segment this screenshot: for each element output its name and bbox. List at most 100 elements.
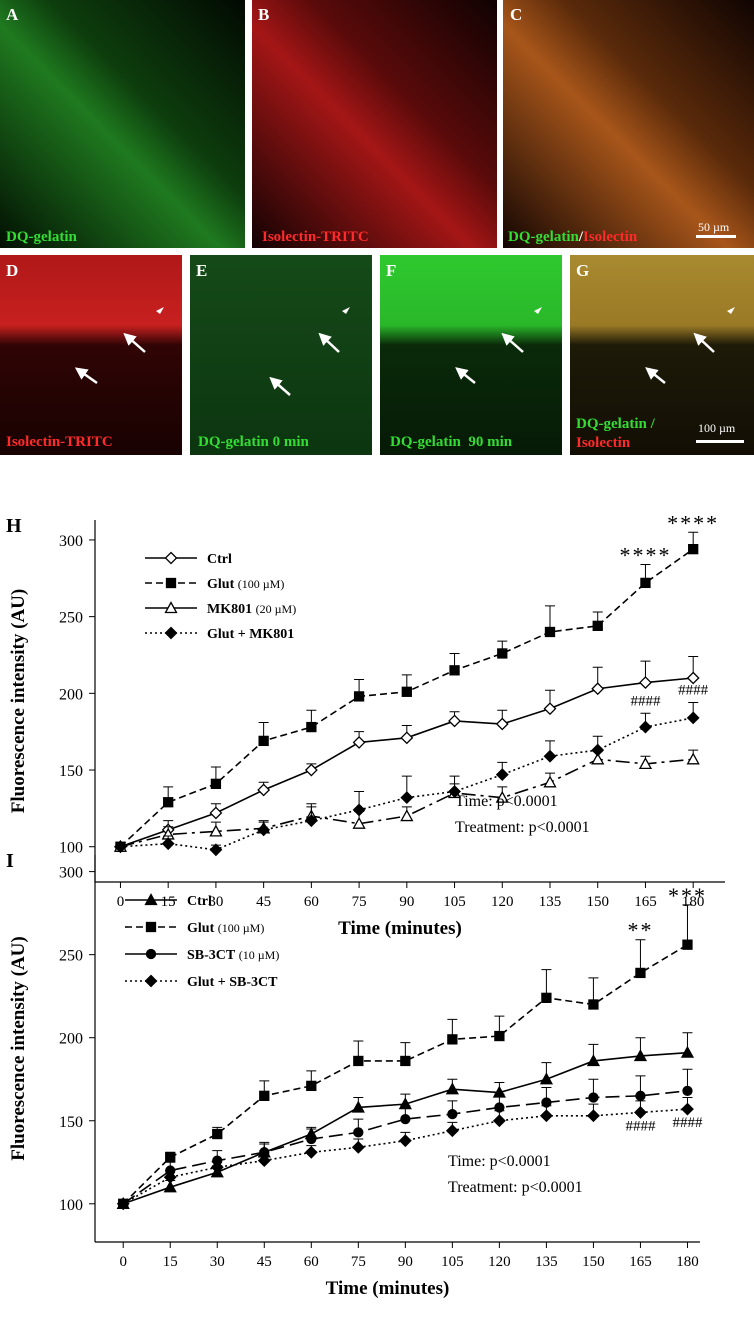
panel-label: I bbox=[6, 850, 14, 872]
marker bbox=[209, 843, 223, 857]
marker bbox=[682, 939, 693, 950]
x-tick-label: 15 bbox=[161, 894, 176, 910]
marker bbox=[495, 717, 509, 731]
marker bbox=[447, 1108, 458, 1120]
legend-name: SB-3CT bbox=[187, 948, 236, 963]
x-tick-label: 15 bbox=[163, 1254, 178, 1270]
caption-part: DQ-gelatin bbox=[508, 229, 579, 245]
x-tick-label: 75 bbox=[352, 894, 367, 910]
marker bbox=[165, 1152, 176, 1163]
marker bbox=[592, 620, 603, 631]
x-tick-label: 120 bbox=[491, 894, 514, 910]
marker bbox=[541, 992, 552, 1003]
marker bbox=[495, 790, 509, 803]
marker bbox=[638, 757, 653, 770]
arrows bbox=[74, 332, 715, 396]
panel-label: C bbox=[510, 5, 522, 24]
marker bbox=[587, 1109, 600, 1123]
significance-stars: *** bbox=[668, 883, 707, 908]
x-tick-label: 30 bbox=[208, 894, 223, 910]
marker bbox=[495, 768, 509, 782]
legend-label: Glut (100 µM) bbox=[187, 921, 264, 936]
marker bbox=[447, 1034, 458, 1045]
marker bbox=[680, 1045, 695, 1058]
marker bbox=[400, 731, 414, 745]
error-bar bbox=[635, 939, 646, 973]
marker bbox=[163, 1170, 177, 1184]
stats-text: Time: p<0.0001 bbox=[448, 1153, 551, 1170]
marker bbox=[144, 974, 158, 988]
marker bbox=[164, 601, 178, 614]
marker bbox=[212, 1128, 223, 1140]
scale-label: 100 µm bbox=[698, 421, 736, 435]
marker bbox=[639, 676, 652, 690]
caption: DQ-gelatin 0 min bbox=[198, 434, 309, 450]
chart: H 100 150 200 250 300 0 15 30 45 60 75 90 105 120 135 15… bbox=[6, 510, 725, 939]
marker bbox=[445, 1082, 459, 1095]
marker bbox=[681, 1102, 694, 1116]
significance-stars: ** bbox=[627, 918, 653, 943]
y-tick-label: 250 bbox=[59, 948, 83, 965]
stats-text: Time: p<0.0001 bbox=[455, 793, 558, 810]
marker bbox=[448, 714, 461, 728]
marker bbox=[543, 775, 557, 788]
image-d bbox=[0, 255, 182, 455]
x-tick-label: 90 bbox=[399, 894, 414, 910]
marker bbox=[400, 1113, 411, 1125]
panel-label: D bbox=[6, 261, 18, 280]
y-tick-label: 300 bbox=[59, 533, 83, 550]
marker bbox=[398, 1134, 412, 1148]
scale-bar bbox=[696, 440, 744, 443]
panel-label: E bbox=[196, 261, 207, 280]
caption-part: / bbox=[578, 229, 584, 245]
marker bbox=[492, 1114, 506, 1128]
panel-label: G bbox=[576, 261, 589, 280]
caption: Isolectin bbox=[576, 435, 631, 451]
marker bbox=[682, 1085, 693, 1097]
y-tick-label: 200 bbox=[59, 686, 83, 703]
marker bbox=[144, 893, 158, 906]
image-c bbox=[503, 0, 754, 248]
x-tick-label: 105 bbox=[443, 894, 466, 910]
legend-note: (100 µM) bbox=[218, 921, 265, 935]
panel-label: A bbox=[6, 5, 19, 24]
panel-label: F bbox=[386, 261, 396, 280]
significance-hashes: #### bbox=[630, 693, 661, 709]
y-tick-label: 150 bbox=[59, 1114, 83, 1131]
marker bbox=[351, 1140, 365, 1154]
x-tick-label: 60 bbox=[304, 1254, 319, 1270]
legend-note: (20 µM) bbox=[256, 602, 297, 616]
marker bbox=[165, 577, 177, 589]
marker bbox=[257, 783, 271, 797]
marker bbox=[304, 763, 318, 777]
marker bbox=[306, 1133, 317, 1145]
legend-name: Ctrl bbox=[187, 894, 212, 909]
marker bbox=[588, 1092, 599, 1103]
significance-hashes: #### bbox=[672, 1115, 703, 1131]
marker bbox=[401, 686, 412, 697]
marker bbox=[539, 1109, 553, 1123]
marker bbox=[352, 803, 366, 817]
image-a bbox=[0, 0, 245, 248]
marker bbox=[494, 1030, 505, 1042]
image-g bbox=[570, 255, 754, 455]
image-b bbox=[252, 0, 497, 248]
marker bbox=[586, 1054, 601, 1067]
marker bbox=[259, 1090, 270, 1101]
marker bbox=[164, 551, 178, 565]
x-axis-label: Time (minutes) bbox=[326, 1278, 450, 1299]
caption: DQ-gelatin / bbox=[576, 416, 656, 432]
legend-note: (10 µM) bbox=[239, 948, 280, 962]
x-tick-label: 60 bbox=[304, 894, 319, 910]
marker bbox=[639, 720, 652, 734]
x-tick-label: 150 bbox=[582, 1254, 605, 1270]
y-tick-label: 200 bbox=[59, 1031, 83, 1048]
series-line bbox=[120, 677, 694, 848]
marker bbox=[163, 797, 174, 808]
x-tick-label: 75 bbox=[351, 1254, 366, 1270]
x-tick-label: 30 bbox=[210, 1254, 225, 1270]
marker bbox=[688, 543, 699, 555]
marker bbox=[352, 816, 366, 829]
x-tick-label: 135 bbox=[539, 894, 562, 910]
x-tick-label: 45 bbox=[256, 894, 271, 910]
